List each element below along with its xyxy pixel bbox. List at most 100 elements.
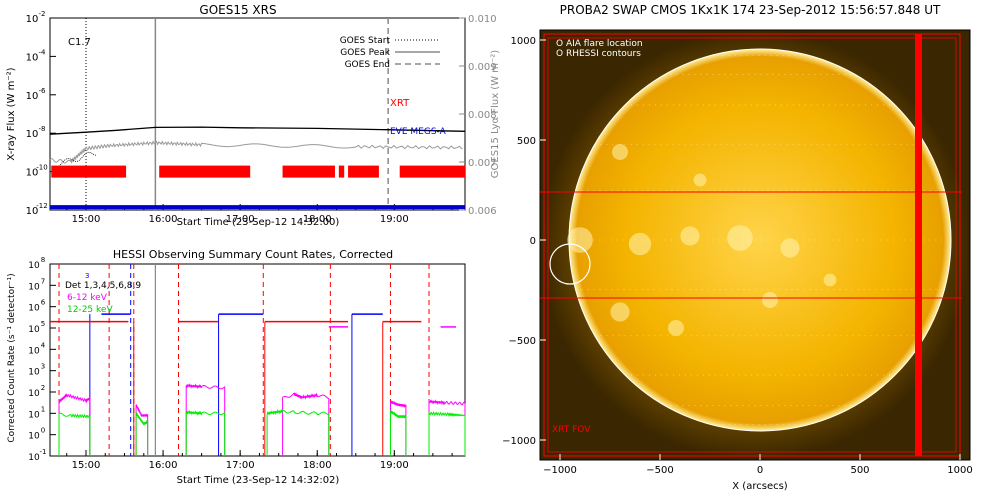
- goes-ytick-label: 10: [26, 168, 39, 179]
- swap-ytick-label: −1000: [502, 436, 536, 447]
- hessi-ytick-exponent: 1: [41, 405, 45, 413]
- swap-xtick-label: 1000: [947, 465, 972, 476]
- hessi-legend: Det 1,3,4,5,6,8,9 6-12 keV 12-25 keV 3: [65, 272, 141, 315]
- hessi-series-6-12: [428, 399, 466, 456]
- goes-long-channel-series: [49, 126, 466, 135]
- hessi-series-12-25: [266, 408, 330, 456]
- hessi-legend-6-12: 6-12 keV: [67, 293, 108, 303]
- goes-xtick-label: 18:00: [303, 214, 332, 225]
- hessi-ytick-label: 10: [28, 325, 40, 335]
- swap-xtick-label: −500: [646, 465, 673, 476]
- goes-legend: GOES Start GOES Peak GOES End: [340, 36, 440, 70]
- hessi-xtick-label: 15:00: [72, 460, 101, 471]
- hessi-series-12-25: [58, 412, 91, 456]
- sun-limb: [568, 48, 952, 432]
- swap-ytick-label: 500: [517, 136, 536, 147]
- xrt-thick-bar: [915, 34, 922, 456]
- hessi-ytick-exponent: 3: [41, 363, 45, 371]
- goes-ytick-exponent: -10: [36, 164, 47, 172]
- goes-ytick-right-label: 0.007: [468, 158, 497, 169]
- hessi-ytick-label: 10: [28, 432, 40, 442]
- goes-ytick-exponent: -2: [39, 10, 46, 18]
- hessi-ytick-label: 10: [28, 389, 40, 399]
- hessi-xtick-label: 17:00: [226, 460, 255, 471]
- hessi-ytick-exponent: 4: [41, 341, 46, 349]
- hessi-ytick-label: 10: [28, 261, 40, 271]
- goes-ytick-right-label: 0.008: [468, 110, 497, 121]
- goes-short-channel-noise: [55, 151, 97, 168]
- swap-legend-rhessi: O RHESSI contours: [556, 49, 641, 59]
- hessi-series-6-12: [185, 383, 226, 456]
- sun-active-region: [727, 225, 753, 251]
- goes-ytick-right-label: 0.010: [468, 14, 497, 25]
- hessi-plot-frame: [49, 263, 466, 457]
- swap-xlabel: X (arcsecs): [732, 481, 788, 492]
- swap-xtick-label: 0: [757, 465, 763, 476]
- hessi-ytick-label: 10: [28, 410, 40, 420]
- hessi-series-12-25: [185, 409, 226, 456]
- swap-image-panel: PROBA2 SWAP CMOS 1Kx1K 174 23-Sep-2012 1…: [502, 3, 973, 492]
- swap-marks: −1000 −500 0 500 1000 −1000 −500 0 500 1000: [502, 33, 973, 476]
- swap-title: PROBA2 SWAP CMOS 1Kx1K 174 23-Sep-2012 1…: [560, 3, 941, 17]
- swap-legend-aia: O AIA flare location: [556, 39, 643, 49]
- goes-ytick-right-label: 0.006: [468, 206, 497, 217]
- goes-ytick-exponent: -12: [36, 202, 47, 210]
- goes-xrt-segment: [159, 165, 251, 178]
- hessi-series-12-25: [135, 411, 149, 456]
- xrt-fov-rect: [543, 33, 961, 457]
- swap-fov-label: XRT FOV: [552, 425, 591, 435]
- goes-ytick-label: 10: [26, 129, 39, 140]
- goes-xtick-label: 15:00: [72, 214, 101, 225]
- hessi-panel: HESSI Observing Summary Count Rates, Cor…: [7, 248, 466, 486]
- hessi-ytick-exponent: 0: [41, 427, 45, 435]
- goes-ytick-exponent: -6: [39, 87, 47, 95]
- goes-xtick-label: 16:00: [149, 214, 178, 225]
- goes-xrt-segment: [338, 165, 345, 178]
- goes-xrt-segment: [51, 165, 127, 178]
- hessi-ytick-exponent: 2: [41, 384, 45, 392]
- hessi-xtick-label: 18:00: [303, 460, 332, 471]
- swap-ytick-label: 1000: [511, 36, 536, 47]
- hessi-xlabel: Start Time (23-Sep-12 14:32:02): [177, 475, 340, 486]
- goes-ytick-exponent: -4: [39, 48, 47, 56]
- hessi-series-6-12: [58, 393, 91, 456]
- hessi-ytick-exponent: 5: [41, 320, 45, 328]
- goes-eve-label: EVE MEGS-A: [390, 127, 447, 137]
- hessi-title: HESSI Observing Summary Count Rates, Cor…: [113, 248, 393, 261]
- hessi-series-6-12: [282, 391, 330, 456]
- hessi-attenuator-mark-3: 3: [85, 272, 89, 280]
- sun-active-region: [612, 144, 628, 160]
- hessi-legend-det: Det 1,3,4,5,6,8,9: [65, 281, 141, 291]
- hessi-ytick-exponent: 8: [41, 256, 45, 264]
- hessi-ytick-label: 10: [28, 368, 40, 378]
- goes-legend-peak: GOES Peak: [340, 48, 390, 58]
- hessi-series-12-25: [428, 411, 466, 456]
- hessi-ytick-exponent: -1: [40, 448, 47, 456]
- goes-xrt-segment: [282, 165, 335, 178]
- swap-xtick-label: 500: [850, 465, 869, 476]
- swap-xtick-label: −1000: [543, 465, 577, 476]
- sun-active-region: [567, 227, 593, 253]
- hessi-ytick-label: 10: [28, 453, 40, 463]
- hessi-xtick-label: 16:00: [149, 460, 178, 471]
- aia-flare-location-circle: [549, 243, 591, 285]
- sun-active-region: [610, 302, 630, 322]
- goes-ylabel-right: GOES15 Lyα Flux (W m⁻²): [490, 50, 501, 178]
- goes-legend-end: GOES End: [345, 60, 390, 70]
- sun-active-region: [823, 273, 837, 287]
- goes-ylabel: X-ray Flux (W m⁻²): [6, 67, 17, 160]
- goes-eve-bar: [50, 205, 465, 210]
- swap-ytick-label: 0: [530, 236, 536, 247]
- hessi-series-6-12: [390, 400, 407, 456]
- sun-active-region: [628, 232, 652, 256]
- sun-active-region: [780, 238, 800, 258]
- hessi-ytick-exponent: 7: [41, 277, 45, 285]
- goes-xlabel: Start Time (23-Sep-12 14:32:00): [177, 217, 340, 228]
- hessi-series-6-12: [135, 403, 149, 456]
- goes-xrt-segment: [348, 165, 379, 178]
- goes-xrt-segment: [399, 165, 465, 178]
- swap-ytick-label: −500: [509, 336, 536, 347]
